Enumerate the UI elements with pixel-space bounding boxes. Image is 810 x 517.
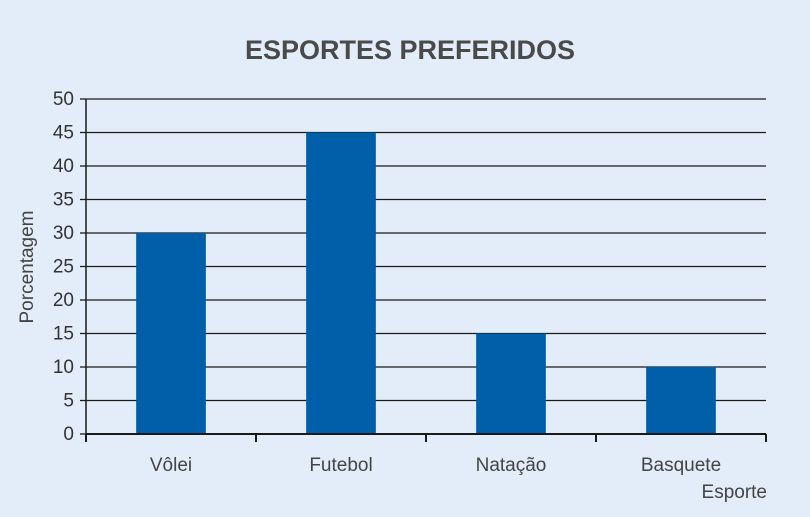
y-tick-label: 20 (53, 290, 74, 311)
y-tick-label: 35 (53, 190, 74, 211)
x-category-label: Basquete (641, 455, 721, 476)
y-tick-label: 50 (53, 89, 74, 110)
x-category-labels: Vôlei Futebol Natação Basquete (150, 455, 721, 476)
y-tick-label: 0 (63, 424, 74, 445)
y-tick-label: 45 (53, 123, 74, 144)
y-tick-label: 30 (53, 223, 74, 244)
x-axis-label: Esporte (702, 482, 767, 503)
x-category-label: Natação (476, 455, 547, 476)
y-tick-label: 10 (53, 357, 74, 378)
x-category-label: Futebol (309, 455, 372, 476)
bars (136, 132, 716, 434)
bar (646, 367, 716, 434)
bar (306, 132, 376, 434)
chart-title: ESPORTES PREFERIDOS (245, 35, 575, 65)
axes (80, 98, 767, 442)
y-axis-label: Porcentagem (17, 210, 38, 323)
bar (476, 333, 546, 434)
bar (136, 233, 206, 434)
y-tick-label: 15 (53, 324, 74, 345)
y-tick-label: 40 (53, 156, 74, 177)
y-tick-label: 25 (53, 257, 74, 278)
x-category-label: Vôlei (150, 455, 192, 476)
y-tick-labels: 0 5 10 15 20 25 30 35 40 45 50 (53, 89, 74, 445)
y-tick-label: 5 (63, 391, 74, 412)
